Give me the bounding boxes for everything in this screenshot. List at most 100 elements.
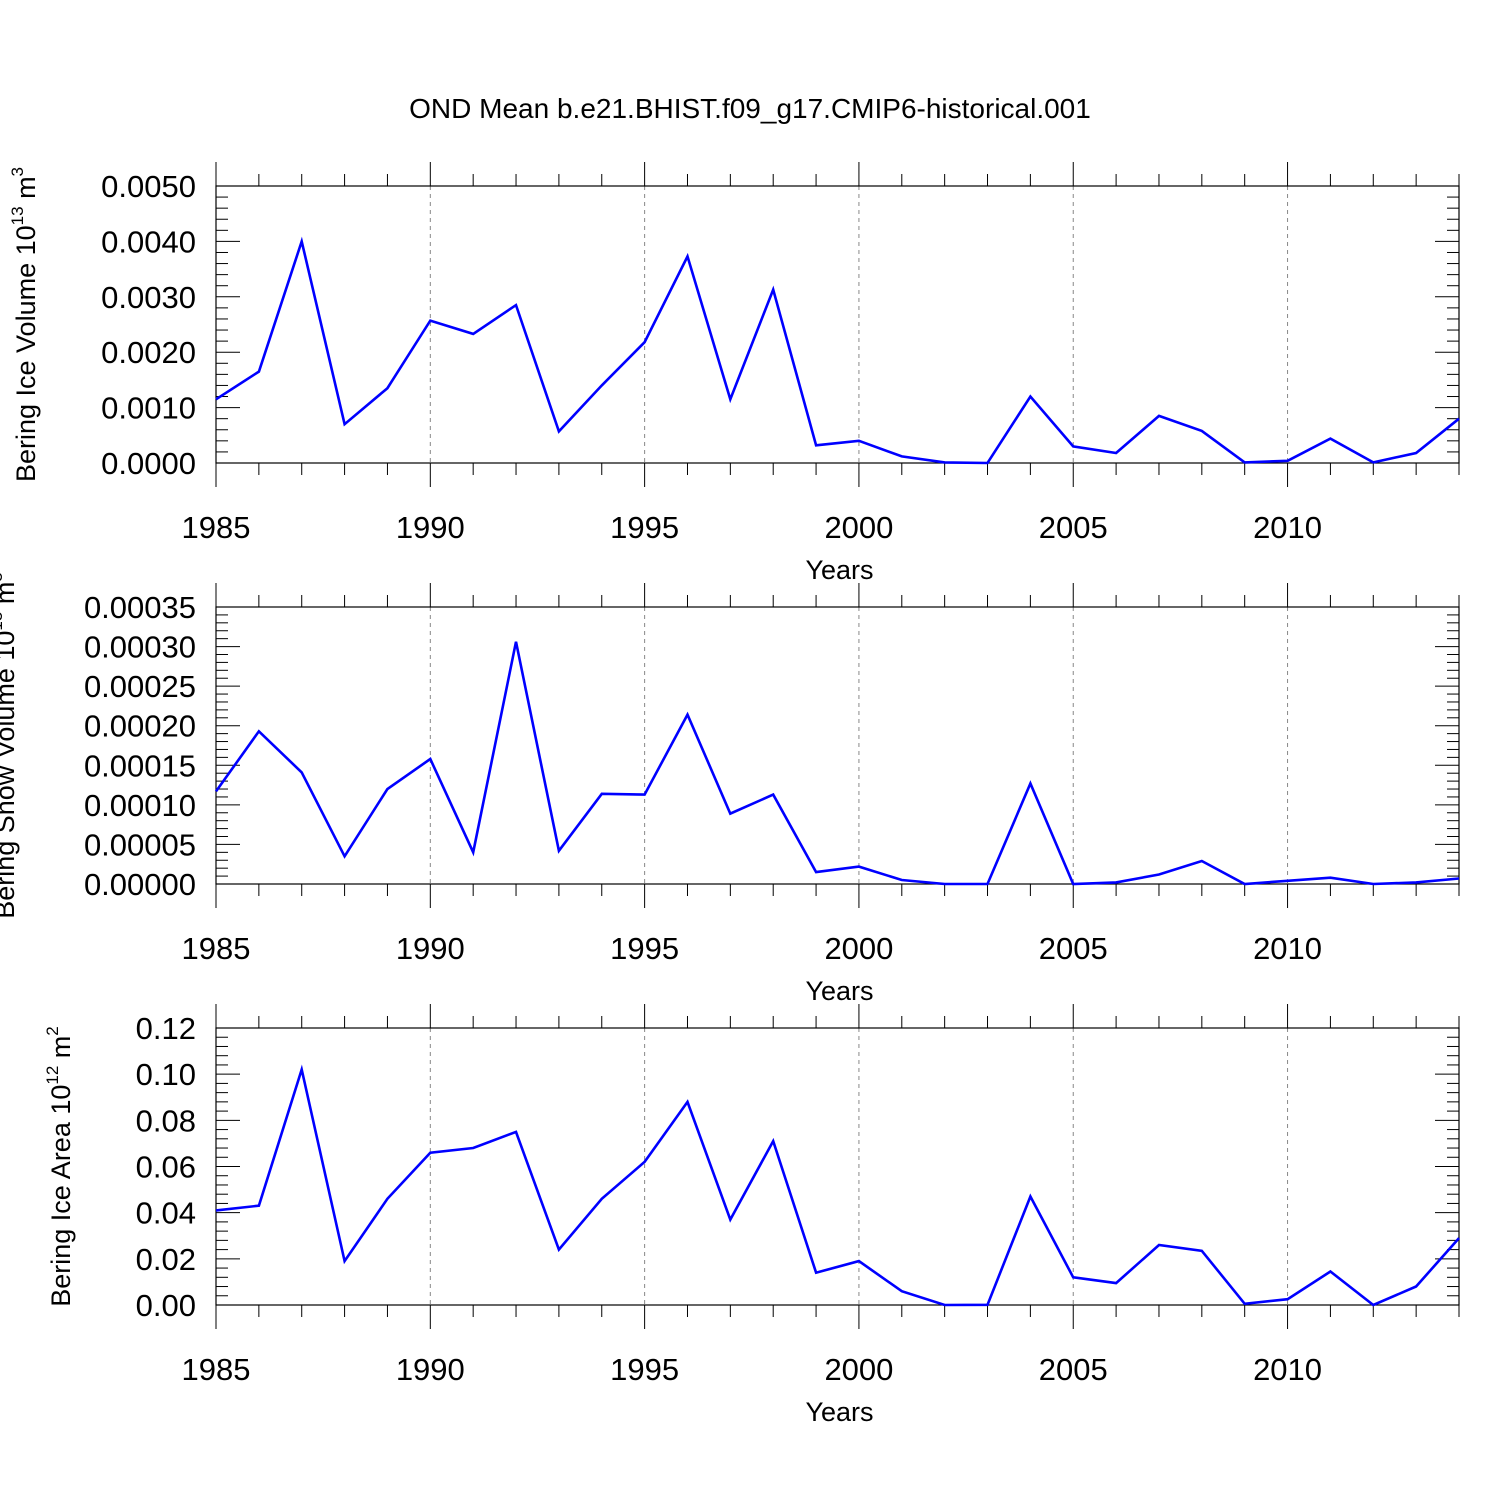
y-tick-label: 0.0040: [101, 224, 196, 259]
data-point: [428, 757, 432, 761]
data-point: [343, 854, 347, 858]
data-point: [1200, 1249, 1204, 1253]
y-tick-label: 0.00010: [84, 788, 196, 823]
data-point: [1200, 859, 1204, 863]
x-tick-label: 1990: [396, 931, 465, 966]
data-point: [986, 882, 990, 886]
data-point: [1157, 1243, 1161, 1247]
data-point: [900, 878, 904, 882]
y-tick-label: 0.06: [136, 1150, 196, 1185]
data-point: [986, 1303, 990, 1307]
data-point: [857, 865, 861, 869]
data-point: [643, 1160, 647, 1164]
y-tick-label: 0.00015: [84, 748, 196, 783]
data-point: [986, 461, 990, 465]
panel-2: 0.00000 0.00005 0.00010 0.00015 0.00020 0.000…: [0, 572, 1461, 1006]
y-tick-label: 0.0010: [101, 391, 196, 426]
data-point: [385, 787, 389, 791]
data-point: [771, 793, 775, 797]
data-point: [1114, 880, 1118, 884]
data-point: [214, 1208, 218, 1212]
x-tick-label: 2010: [1253, 931, 1322, 966]
data-point: [1371, 882, 1375, 886]
data-point: [1328, 437, 1332, 441]
data-point: [1328, 876, 1332, 880]
x-tick-label: 1985: [182, 1352, 251, 1387]
data-point: [1286, 879, 1290, 883]
panel-3: 0.00 0.02 0.04 0.06 0.08 0.10 0.12 1985 1990 1995…: [43, 1004, 1460, 1427]
data-point: [300, 1068, 304, 1072]
x-axis-title: Years: [805, 1397, 873, 1427]
data-point: [1157, 414, 1161, 418]
data-point: [771, 1139, 775, 1143]
x-axis-title: Years: [805, 555, 873, 585]
data-point: [1243, 460, 1247, 464]
data-point: [385, 386, 389, 390]
data-point: [471, 1146, 475, 1150]
data-point: [214, 789, 218, 793]
x-tick-label: 1995: [610, 931, 679, 966]
panel-1: 0.0000 0.0010 0.0020 0.0030 0.0040 0.0050 1985…: [8, 162, 1460, 585]
data-point: [728, 1218, 732, 1222]
data-point: [343, 1259, 347, 1263]
data-point: [300, 239, 304, 243]
data-point: [1286, 1297, 1290, 1301]
data-point: [471, 332, 475, 336]
data-point: [814, 1271, 818, 1275]
data-point: [1071, 882, 1075, 886]
data-point: [1414, 451, 1418, 455]
plot-frame: [215, 606, 1460, 885]
data-point: [643, 793, 647, 797]
y-tick-label: 0.0000: [101, 446, 196, 481]
data-point: [1414, 880, 1418, 884]
data-point: [1371, 460, 1375, 464]
y-axis-title: Bering Ice Area 1012 m2: [43, 1026, 76, 1307]
data-point: [300, 770, 304, 774]
x-tick-label: 2010: [1253, 1352, 1322, 1387]
y-tick-label: 0.0030: [101, 280, 196, 315]
data-point: [428, 319, 432, 323]
y-tick-label: 0.10: [136, 1057, 196, 1092]
data-point: [1457, 876, 1461, 880]
data-point: [1071, 1275, 1075, 1279]
data-point: [557, 1248, 561, 1252]
data-point: [557, 849, 561, 853]
data-point: [943, 460, 947, 464]
y-tick-label: 0.00000: [84, 867, 196, 902]
x-tick-label: 2000: [824, 931, 893, 966]
data-point: [1071, 444, 1075, 448]
data-point: [1371, 1303, 1375, 1307]
plot-frame: [215, 185, 1460, 464]
series-line: [215, 1064, 1460, 1307]
data-point: [771, 288, 775, 292]
data-point: [514, 1130, 518, 1134]
data-point: [600, 1197, 604, 1201]
data-point: [514, 303, 518, 307]
y-axis-title: Bering Ice Volume 1013 m3: [8, 167, 41, 482]
figure-title: OND Mean b.e21.BHIST.f09_g17.CMIP6-histo…: [409, 93, 1091, 124]
x-tick-label: 1990: [396, 510, 465, 545]
data-point: [685, 713, 689, 717]
data-point: [1414, 1285, 1418, 1289]
x-tick-label: 1995: [610, 510, 679, 545]
x-tick-label: 1990: [396, 1352, 465, 1387]
data-point: [600, 792, 604, 796]
y-tick-label: 0.04: [136, 1196, 196, 1231]
x-tick-label: 1995: [610, 1352, 679, 1387]
y-tick-label: 0.00035: [84, 590, 196, 625]
x-tick-label: 1985: [182, 510, 251, 545]
data-point: [343, 422, 347, 426]
data-point: [728, 812, 732, 816]
data-point: [943, 1303, 947, 1307]
data-point: [1028, 1195, 1032, 1199]
x-tick-label: 2005: [1039, 931, 1108, 966]
y-tick-label: 0.00030: [84, 630, 196, 665]
data-point: [385, 1197, 389, 1201]
x-axis-title: Years: [805, 976, 873, 1006]
data-point: [600, 383, 604, 387]
data-point: [728, 397, 732, 401]
data-point: [814, 443, 818, 447]
x-tick-label: 2000: [824, 510, 893, 545]
y-axis-title: Bering Snow Volume 1013 m3: [0, 572, 20, 919]
